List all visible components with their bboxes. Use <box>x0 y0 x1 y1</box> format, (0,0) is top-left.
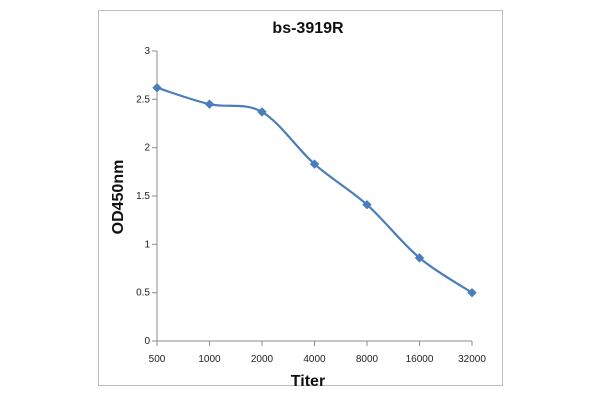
x-tick-label: 8000 <box>356 354 379 365</box>
y-tick-label: 0 <box>144 336 150 347</box>
x-axis-title: Titer <box>291 373 325 390</box>
y-tick-label: 2.5 <box>136 94 150 105</box>
y-tick-label: 3 <box>144 46 150 57</box>
x-tick-label: 500 <box>149 354 166 365</box>
y-tick-label: 2 <box>144 143 150 154</box>
y-tick-label: 0.5 <box>136 288 150 299</box>
data-point-1000 <box>204 99 215 109</box>
chart-title: bs-3919R <box>272 20 344 37</box>
y-axis-title: OD450nm <box>110 160 127 235</box>
data-point-2000 <box>257 107 267 117</box>
chart-frame <box>98 10 503 386</box>
x-tick-label: 32000 <box>458 354 486 365</box>
data-point-4000 <box>309 159 320 169</box>
x-tick-label: 4000 <box>303 354 326 365</box>
x-tick-label: 2000 <box>251 354 274 365</box>
data-point-32000 <box>467 287 477 298</box>
x-tick-label: 1000 <box>198 354 221 365</box>
data-point-500 <box>152 83 162 93</box>
y-tick-label: 1 <box>144 239 150 250</box>
data-point-8000 <box>362 199 372 210</box>
y-axis-ticks: 0 0.5 1 1.5 2 2.5 3 <box>136 46 157 347</box>
data-point-16000 <box>414 253 425 263</box>
y-tick-label: 1.5 <box>136 191 150 202</box>
data-series <box>152 83 477 298</box>
x-axis-ticks: 500 1000 2000 4000 8000 16000 32000 <box>149 341 486 365</box>
x-tick-label: 16000 <box>406 354 434 365</box>
